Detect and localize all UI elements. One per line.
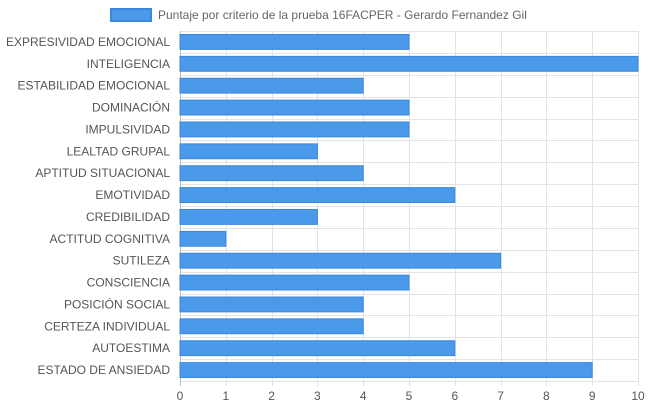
x-tick-label: 7 <box>497 389 504 403</box>
bar-expresividad-emocional[interactable] <box>179 34 410 50</box>
bar-certeza-individual[interactable] <box>179 318 364 335</box>
y-category-label: CONSCIENCIA <box>87 276 170 290</box>
y-category-label: CREDIBILIDAD <box>86 210 170 224</box>
bar-aptitud-situacional[interactable] <box>179 165 364 182</box>
bar-estabilidad-emocional[interactable] <box>179 77 364 94</box>
y-category-label: ESTADO DE ANSIEDAD <box>38 363 171 377</box>
y-category-label: CERTEZA INDIVIDUAL <box>44 319 170 333</box>
bar-estado-de-ansiedad[interactable] <box>179 362 593 378</box>
x-tick-label: 4 <box>360 389 367 403</box>
y-category-label: ESTABILIDAD EMOCIONAL <box>18 79 171 93</box>
x-tick-label: 0 <box>177 389 184 403</box>
bar-posición-social[interactable] <box>179 296 364 313</box>
legend[interactable]: Puntaje por criterio de la prueba 16FACP… <box>110 8 527 22</box>
bars <box>179 34 639 378</box>
y-category-label: AUTOESTIMA <box>92 341 170 355</box>
bar-credibilidad[interactable] <box>179 209 318 225</box>
y-category-label: SUTILEZA <box>113 254 170 268</box>
bar-inteligencia[interactable] <box>179 55 639 72</box>
bar-dominación[interactable] <box>179 99 410 116</box>
y-category-label: ACTITUD COGNITIVA <box>50 232 170 246</box>
x-tick-label: 6 <box>451 389 458 403</box>
y-category-label: EMOTIVIDAD <box>95 188 170 202</box>
bar-autoestima[interactable] <box>179 340 456 357</box>
bar-consciencia[interactable] <box>179 274 410 291</box>
bar-emotividad[interactable] <box>179 187 456 203</box>
grid <box>180 31 639 386</box>
y-category-label: LEALTAD GRUPAL <box>67 144 171 158</box>
x-tick-label: 1 <box>222 389 229 403</box>
x-tick-label: 2 <box>268 389 275 403</box>
y-category-label: POSICIÓN SOCIAL <box>64 296 170 311</box>
x-tick-label: 10 <box>631 389 645 403</box>
y-category-label: EXPRESIVIDAD EMOCIONAL <box>6 35 170 49</box>
y-category-label: APTITUD SITUACIONAL <box>35 166 170 180</box>
y-category-label: DOMINACIÓN <box>92 100 170 115</box>
y-category-label: IMPULSIVIDAD <box>85 122 170 136</box>
x-tick-label: 9 <box>589 389 596 403</box>
legend-swatch <box>110 8 152 22</box>
bar-actitud-cognitiva[interactable] <box>179 230 227 247</box>
y-category-label: INTELIGENCIA <box>87 57 170 71</box>
bar-lealtad-grupal[interactable] <box>179 143 318 160</box>
x-tick-label: 3 <box>314 389 321 403</box>
legend-label: Puntaje por criterio de la prueba 16FACP… <box>158 8 527 22</box>
x-tick-label: 5 <box>406 389 413 403</box>
axes: 0 1 2 3 4 5 6 7 8 9 10 EXPRESIVIDAD EMOCIONAL INTELI… <box>6 35 645 403</box>
x-tick-label: 8 <box>543 389 550 403</box>
bar-impulsividad[interactable] <box>179 121 410 138</box>
bar-sutileza[interactable] <box>179 252 502 269</box>
